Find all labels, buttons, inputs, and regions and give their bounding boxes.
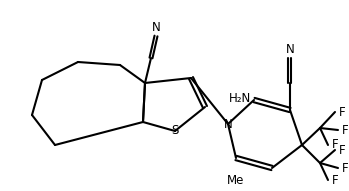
Text: N: N	[224, 117, 232, 130]
Text: F: F	[339, 143, 345, 156]
Text: F: F	[342, 162, 348, 175]
Text: H₂N: H₂N	[229, 91, 251, 104]
Text: F: F	[342, 124, 348, 137]
Text: N: N	[151, 20, 161, 33]
Text: F: F	[339, 105, 345, 118]
Text: S: S	[171, 125, 179, 138]
Text: F: F	[332, 138, 338, 151]
Text: N: N	[285, 43, 294, 56]
Text: Me: Me	[227, 175, 245, 188]
Text: F: F	[332, 173, 338, 186]
